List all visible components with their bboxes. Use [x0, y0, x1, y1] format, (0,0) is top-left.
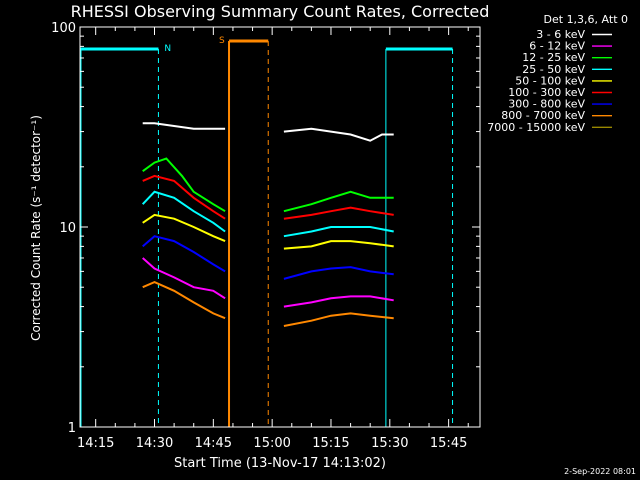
legend-label: 25 - 50 keV: [522, 63, 585, 76]
saa-label: S: [219, 36, 225, 46]
x-tick-label: 15:15: [312, 436, 349, 451]
legend-label: 800 - 7000 keV: [501, 109, 585, 122]
series-line: [283, 266, 394, 280]
x-tick-label: 14:45: [195, 436, 232, 451]
legend-label: 100 - 300 keV: [508, 86, 585, 99]
series-line: [283, 206, 394, 220]
x-tick-label: 15:00: [253, 436, 290, 451]
series-line: [283, 295, 394, 308]
x-tick-label: 15:30: [371, 436, 408, 451]
plot-frame: [79, 26, 481, 428]
y-tick-label: 1: [68, 421, 76, 436]
legend-label: 3 - 6 keV: [536, 28, 585, 41]
series-line: [141, 190, 226, 233]
series-line: [142, 213, 226, 243]
series-line: [283, 226, 394, 238]
y-tick-label: 10: [59, 221, 76, 236]
legend-title: Det 1,3,6, Att 0: [544, 13, 628, 26]
series-line: [142, 257, 226, 300]
series-line: [283, 190, 394, 213]
series-line: [142, 235, 226, 273]
series-line: [142, 157, 226, 213]
x-axis-label: Start Time (13-Nov-17 14:13:02): [174, 456, 386, 471]
legend-label: 50 - 100 keV: [515, 74, 585, 87]
y-axis-label: Corrected Count Rate (s⁻¹ detector⁻¹): [29, 115, 43, 341]
series-line: [142, 281, 226, 320]
x-tick-label: 15:45: [430, 436, 467, 451]
y-tick-label: 100: [51, 21, 76, 36]
night-label: N: [164, 44, 171, 54]
x-tick-label: 14:15: [77, 436, 114, 451]
legend-label: 7000 - 15000 keV: [487, 121, 585, 134]
series-line: [283, 312, 394, 327]
chart-title: RHESSI Observing Summary Count Rates, Co…: [71, 2, 490, 21]
series-line: [283, 127, 394, 142]
legend-label: 12 - 25 keV: [522, 51, 585, 64]
x-tick-label: 14:30: [136, 436, 173, 451]
series-line: [142, 174, 226, 220]
series-line: [142, 122, 226, 130]
date-stamp: 2-Sep-2022 08:01: [564, 467, 636, 476]
series-line: [283, 240, 394, 250]
legend-label: 300 - 800 keV: [508, 98, 585, 111]
legend-label: 6 - 12 keV: [529, 40, 585, 53]
